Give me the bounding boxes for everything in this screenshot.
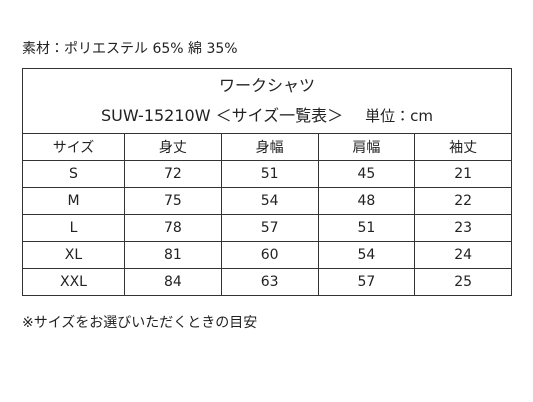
data-cell: 24 [414,241,512,269]
data-cell: 54 [220,187,319,215]
data-cell: XL [22,241,125,269]
header-cell: サイズ [22,133,125,161]
data-cell: 57 [317,268,416,296]
header-cell: 袖丈 [414,133,512,161]
data-cell: 81 [124,241,222,269]
size-row: M 75 54 48 22 [22,187,512,215]
size-row: S 72 51 45 21 [22,160,512,188]
unit-label: 単位：cm [365,107,433,125]
data-cell: 23 [414,214,512,242]
data-cell: 51 [220,160,319,188]
data-cell: 72 [124,160,222,188]
data-cell: 45 [317,160,416,188]
size-row: XL 81 60 54 24 [22,241,512,269]
data-cell: 21 [414,160,512,188]
title-row: ワークシャツ SUW-15210W ＜サイズ一覧表＞ 単位：cm [22,68,512,134]
data-cell: 78 [124,214,222,242]
data-cell: 48 [317,187,416,215]
footnote: ※サイズをお選びいただくときの目安 [22,315,258,331]
header-cell: 身丈 [124,133,222,161]
data-cell: 75 [124,187,222,215]
table-title: ワークシャツ [218,76,315,95]
data-cell: L [22,214,125,242]
table-subtitle: SUW-15210W ＜サイズ一覧表＞ [101,106,344,125]
data-cell: XXL [22,268,125,296]
size-row: L 78 57 51 23 [22,214,512,242]
data-cell: 84 [124,268,222,296]
data-cell: 57 [220,214,319,242]
data-cell: 25 [414,268,512,296]
data-cell: 22 [414,187,512,215]
data-cell: 54 [317,241,416,269]
size-row: XXL 84 63 57 25 [22,268,512,296]
data-cell: S [22,160,125,188]
size-table: ワークシャツ SUW-15210W ＜サイズ一覧表＞ 単位：cm サイズ 身丈 身幅肩… [22,68,512,296]
data-cell: 63 [220,268,319,296]
table-body: ワークシャツ SUW-15210W ＜サイズ一覧表＞ 単位：cm サイズ 身丈 身幅肩… [22,68,512,296]
data-cell: 60 [220,241,319,269]
header-cell: 身幅 [220,133,319,161]
header-row: サイズ 身丈 身幅 肩幅 袖丈 [22,133,512,161]
title-cell: ワークシャツ SUW-15210W ＜サイズ一覧表＞ 単位：cm [22,68,512,134]
data-cell: M [22,187,125,215]
data-cell: 51 [317,214,416,242]
material-text: 素材：ポリエステル 65% 綿 35% [22,41,238,57]
header-cell: 肩幅 [317,133,416,161]
subtitle-line: SUW-15210W ＜サイズ一覧表＞ 単位：cm [23,101,511,131]
